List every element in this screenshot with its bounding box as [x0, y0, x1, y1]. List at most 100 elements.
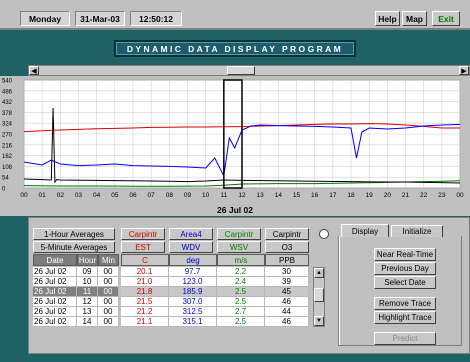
y-tick-label: 378	[2, 111, 13, 117]
table-cell[interactable]: 26 Jul 02	[33, 287, 77, 297]
y-tick-label: 540	[2, 79, 13, 85]
tab-initialize[interactable]: Initialize	[391, 225, 443, 237]
table-cell[interactable]: 00	[98, 267, 119, 277]
trace-site-4[interactable]: Carpintr	[265, 228, 309, 240]
table-cell[interactable]: 2.5	[217, 317, 265, 327]
help-button[interactable]: Help	[375, 11, 400, 26]
remove-trace-button[interactable]: Remove Trace	[374, 297, 436, 310]
y-tick-label: 216	[2, 143, 13, 149]
table-cell[interactable]: 46	[265, 317, 309, 327]
table-cell[interactable]: 00	[98, 297, 119, 307]
table-cell[interactable]: 46	[265, 297, 309, 307]
scroll-right-arrow-icon[interactable]: ▶	[459, 66, 469, 75]
x-tick-label: 16	[311, 192, 319, 199]
table-cell[interactable]: 26 Jul 02	[33, 317, 77, 327]
near-real-time-button[interactable]: Near Real-Time	[374, 248, 436, 261]
table-cell[interactable]: 123.0	[169, 277, 217, 287]
x-tick-label: 11	[220, 192, 227, 199]
x-tick-label: 03	[75, 192, 83, 199]
time-window-marker	[223, 79, 243, 189]
scroll-up-arrow-icon[interactable]: ▲	[314, 268, 324, 278]
table-cell[interactable]: 307.0	[169, 297, 217, 307]
column-header: Date	[33, 254, 77, 266]
predict-button[interactable]: Predict	[374, 332, 436, 345]
x-tick-label: 19	[366, 192, 374, 199]
radio-toggle[interactable]	[319, 229, 329, 239]
table-cell[interactable]: 2.5	[217, 297, 265, 307]
hourly-averages-button[interactable]: 1-Hour Averages	[33, 228, 115, 240]
table-cell[interactable]: 21.8	[121, 287, 169, 297]
y-tick-label: 162	[2, 154, 13, 160]
table-cell[interactable]: 26 Jul 02	[33, 297, 77, 307]
data-panel: 1-Hour Averages 5-Minute Averages Carpin…	[28, 217, 470, 354]
day-display: Monday	[20, 11, 70, 26]
tab-display[interactable]: Display	[341, 224, 389, 237]
column-header: m/s	[217, 254, 265, 266]
table-cell[interactable]: 39	[265, 277, 309, 287]
table-cell[interactable]: 2.7	[217, 307, 265, 317]
x-tick-label: 09	[184, 192, 192, 199]
table-cell[interactable]: 13	[77, 307, 98, 317]
highlight-trace-button[interactable]: Highlight Trace	[374, 311, 436, 324]
table-cell[interactable]: 26 Jul 02	[33, 307, 77, 317]
trace-site-3[interactable]: Carpintr	[217, 228, 261, 240]
table-cell[interactable]: 00	[98, 287, 119, 297]
table-cell[interactable]: 12	[77, 297, 98, 307]
table-cell[interactable]: 00	[98, 307, 119, 317]
table-cell[interactable]: 00	[98, 277, 119, 287]
time-scrollbar[interactable]: ◀ ▶	[28, 65, 470, 76]
table-cell[interactable]: 09	[77, 267, 98, 277]
table-cell[interactable]: 44	[265, 307, 309, 317]
table-cell[interactable]: 45	[265, 287, 309, 297]
table-cell[interactable]: 315.1	[169, 317, 217, 327]
table-cell[interactable]: 00	[98, 317, 119, 327]
scroll-thumb[interactable]	[227, 66, 255, 75]
table-cell[interactable]: 185.9	[169, 287, 217, 297]
top-bar: Monday 31-Mar-03 12:50:12 Help Map Exit	[0, 0, 470, 30]
table-cell[interactable]: 2.5	[217, 287, 265, 297]
x-tick-label: 05	[111, 192, 119, 199]
trace-param-4[interactable]: O3	[265, 241, 309, 253]
table-cell[interactable]: 2.4	[217, 277, 265, 287]
table-cell[interactable]: 21.5	[121, 297, 169, 307]
table-cell[interactable]: 20.1	[121, 267, 169, 277]
table-cell[interactable]: 312.5	[169, 307, 217, 317]
x-tick-label: 20	[384, 192, 392, 199]
map-button[interactable]: Map	[402, 11, 427, 26]
scroll-left-arrow-icon[interactable]: ◀	[29, 66, 39, 75]
x-tick-label: 14	[275, 192, 283, 199]
table-cell[interactable]: 97.7	[169, 267, 217, 277]
scroll-down-arrow-icon[interactable]: ▼	[314, 316, 324, 326]
date-display: 31-Mar-03	[75, 11, 125, 26]
table-scrollbar[interactable]: ▲ ▼	[313, 267, 325, 327]
trace-site-2[interactable]: Area4	[169, 228, 213, 240]
table-cell[interactable]: 21.2	[121, 307, 169, 317]
series-line-3	[23, 107, 461, 184]
y-tick-label: 0	[2, 187, 6, 193]
select-date-button[interactable]: Select Date	[374, 276, 436, 289]
trace-site-1[interactable]: Carpintr	[121, 228, 165, 240]
five-minute-averages-button[interactable]: 5-Minute Averages	[33, 241, 115, 253]
y-tick-label: 108	[2, 165, 13, 171]
y-tick-label: 324	[2, 122, 13, 128]
previous-day-button[interactable]: Previous Day	[374, 262, 436, 275]
table-cell[interactable]: 2.2	[217, 267, 265, 277]
table-scroll-thumb[interactable]	[314, 288, 324, 302]
table-cell[interactable]: 11	[77, 287, 98, 297]
trace-param-2[interactable]: WDV	[169, 241, 213, 253]
x-tick-label: 01	[39, 192, 47, 199]
table-cell[interactable]: 26 Jul 02	[33, 277, 77, 287]
table-cell[interactable]: 30	[265, 267, 309, 277]
column-header: deg	[169, 254, 217, 266]
column-header: PPB	[265, 254, 309, 266]
trace-param-1[interactable]: EST	[121, 241, 165, 253]
table-cell[interactable]: 21.0	[121, 277, 169, 287]
table-cell[interactable]: 26 Jul 02	[33, 267, 77, 277]
y-tick-label: 432	[2, 100, 13, 106]
table-cell[interactable]: 14	[77, 317, 98, 327]
exit-button[interactable]: Exit	[432, 11, 460, 26]
table-cell[interactable]: 10	[77, 277, 98, 287]
trace-param-3[interactable]: WSV	[217, 241, 261, 253]
table-cell[interactable]: 21.1	[121, 317, 169, 327]
